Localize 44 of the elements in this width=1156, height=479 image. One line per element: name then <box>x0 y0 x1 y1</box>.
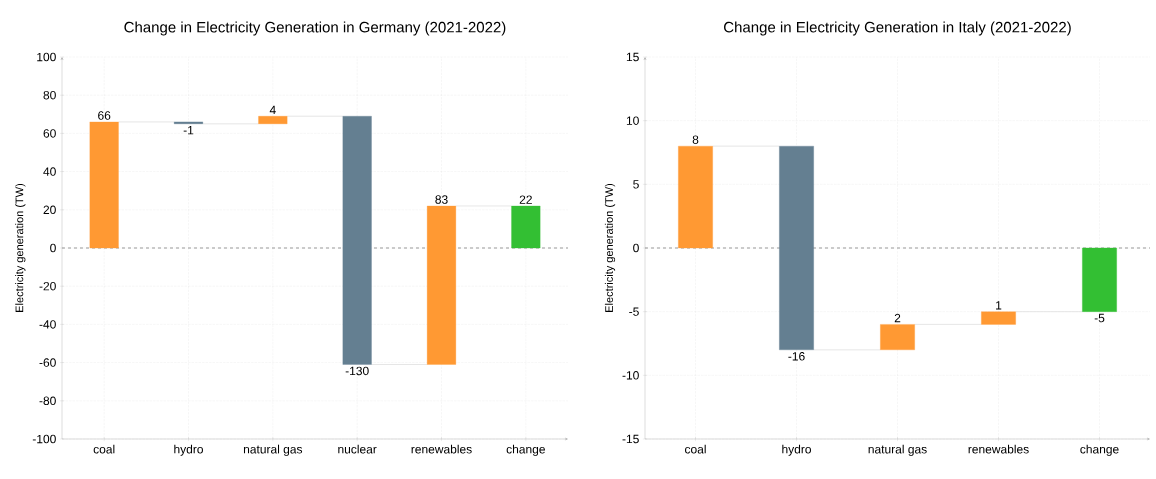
y-tick-label: 5 <box>633 180 639 189</box>
x-tick-label: natural gas <box>243 444 303 456</box>
data-label: 2 <box>894 313 901 323</box>
y-tick-label: 15 <box>626 52 639 62</box>
y-axis-title: Electricity generation (TW) <box>15 183 26 312</box>
x-tick-label: natural gas <box>868 444 927 456</box>
data-label: 1 <box>996 301 1002 310</box>
y-tick-label: -5 <box>629 307 639 316</box>
x-tick-label: change <box>506 444 545 456</box>
y-tick-label: 100 <box>37 52 56 62</box>
y-tick-label: -80 <box>39 396 56 406</box>
x-tick-label: coal <box>93 444 115 454</box>
y-tick-label: 60 <box>43 129 56 138</box>
data-label: -16 <box>788 352 805 361</box>
y-tick-label: -100 <box>32 434 56 444</box>
x-tick-label: coal <box>685 444 706 454</box>
data-label: 4 <box>269 105 276 115</box>
x-tick-label: hydro <box>174 444 203 456</box>
data-label: 8 <box>692 135 699 144</box>
y-tick-label: -20 <box>39 281 56 291</box>
data-label: 66 <box>98 111 111 120</box>
y-tick-label: -60 <box>39 358 56 367</box>
y-tick-label: -15 <box>622 434 639 444</box>
y-tick-label: 10 <box>626 116 639 125</box>
chart-title: Change in Electricity Generation in Italy (2021-2022) <box>724 21 1071 36</box>
y-tick-label: 0 <box>50 243 56 253</box>
data-label: 22 <box>519 195 532 204</box>
x-tick-label: change <box>1080 444 1119 456</box>
y-tick-label: -40 <box>39 320 56 329</box>
y-tick-label: 0 <box>633 243 639 253</box>
data-label: 83 <box>435 195 448 204</box>
data-label: -130 <box>345 366 369 376</box>
y-tick-label: 40 <box>43 167 56 176</box>
y-tick-label: 20 <box>43 205 56 215</box>
y-tick-label: -10 <box>622 371 639 380</box>
data-label: -1 <box>183 126 194 135</box>
x-tick-label: renewables <box>968 444 1029 454</box>
data-label: -5 <box>1094 313 1105 323</box>
y-tick-label: 80 <box>43 90 56 100</box>
x-tick-label: nuclear <box>338 444 377 454</box>
x-tick-label: renewables <box>411 444 472 454</box>
chart-title: Change in Electricity Generation in Germany (2021-2022) <box>124 21 506 36</box>
y-axis-title: Electricity generation (TW) <box>604 183 616 312</box>
x-tick-label: hydro <box>782 444 811 456</box>
